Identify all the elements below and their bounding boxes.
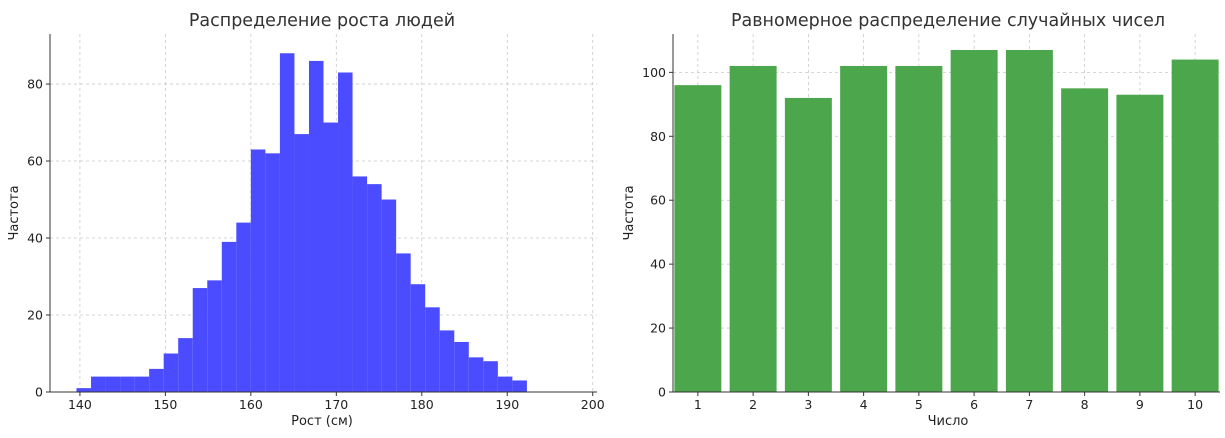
- y-axis-label: Частота: [7, 185, 22, 240]
- x-tick-label: 4: [860, 397, 868, 412]
- x-tick-label: 160: [239, 397, 263, 412]
- histogram-bar: [250, 149, 266, 392]
- y-tick-label: 60: [27, 154, 43, 169]
- histogram-bar: [294, 134, 309, 392]
- histogram-bar: [323, 122, 339, 393]
- histogram-bar: [221, 241, 237, 392]
- x-tick-label: 10: [1187, 397, 1203, 412]
- x-tick-label: 5: [915, 397, 923, 412]
- y-axis-label: Частота: [622, 185, 637, 240]
- y-tick-label: 0: [35, 385, 43, 400]
- x-tick-label: 190: [495, 397, 519, 412]
- x-tick-label: 9: [1136, 397, 1144, 412]
- x-tick-label: 7: [1025, 397, 1033, 412]
- axes: [672, 34, 1220, 393]
- histogram-bar: [134, 376, 150, 392]
- y-tick-label: 60: [650, 193, 666, 208]
- histogram-bar: [279, 53, 295, 392]
- histogram-bar: [381, 199, 397, 392]
- axes: [49, 34, 597, 393]
- uniform-distribution-panel: 1 2 3 4 5 6 7 8 9 10 0 20 40 60 80 100 Равномерное рас…: [622, 11, 1220, 429]
- y-ticks: 0 20 40 60 80: [27, 77, 50, 400]
- histogram-bar: [512, 380, 527, 392]
- y-tick-label: 100: [642, 65, 666, 80]
- bar: [840, 65, 888, 392]
- x-tick-label: 1: [694, 397, 702, 412]
- x-tick-label: 3: [804, 397, 812, 412]
- x-tick-label: 2: [749, 397, 757, 412]
- histogram-bar: [120, 376, 135, 392]
- bar: [1061, 88, 1109, 392]
- histogram-bar: [396, 253, 411, 392]
- y-tick-label: 20: [650, 321, 666, 336]
- x-tick-label: 180: [410, 397, 434, 412]
- y-tick-label: 40: [650, 257, 666, 272]
- x-ticks: 1 2 3 4 5 6 7 8 9 10: [694, 392, 1203, 412]
- histogram-bar: [497, 376, 513, 392]
- y-tick-label: 80: [27, 77, 43, 92]
- bar: [729, 65, 777, 392]
- x-ticks: 140 150 160 170 180 190 200: [68, 392, 605, 412]
- x-tick-label: 200: [581, 397, 605, 412]
- y-tick-label: 20: [27, 308, 43, 323]
- histogram-bar: [178, 338, 193, 392]
- bar: [1005, 49, 1053, 392]
- bar: [1116, 94, 1164, 392]
- histogram-bar: [91, 376, 106, 392]
- histogram-bar: [265, 153, 280, 392]
- histogram-bar: [163, 353, 179, 392]
- x-tick-label: 170: [324, 397, 348, 412]
- x-axis-label: Число: [928, 414, 969, 429]
- histogram-bar: [410, 284, 426, 392]
- bar: [895, 65, 943, 392]
- y-ticks: 0 20 40 60 80 100: [642, 65, 673, 400]
- histogram-bar: [367, 184, 382, 392]
- histogram-bar: [76, 388, 92, 392]
- histogram-bar: [352, 176, 368, 392]
- bars: [674, 49, 1219, 393]
- histogram-bars: [76, 53, 527, 393]
- x-tick-label: 8: [1081, 397, 1089, 412]
- histogram-bar: [207, 280, 222, 392]
- histogram-bar: [192, 288, 208, 392]
- histogram-bar: [105, 376, 121, 392]
- histogram-bar: [308, 60, 324, 393]
- bar: [674, 85, 722, 393]
- y-tick-label: 80: [650, 129, 666, 144]
- histogram-bar: [236, 222, 251, 392]
- x-tick-label: 140: [68, 397, 92, 412]
- histogram-bar: [425, 307, 440, 392]
- histogram-bar: [439, 330, 455, 392]
- histogram-bar: [468, 357, 484, 392]
- y-tick-label: 0: [658, 385, 666, 400]
- histogram-bar: [483, 361, 498, 392]
- x-tick-label: 150: [153, 397, 177, 412]
- histogram-bar: [149, 368, 164, 392]
- bar: [784, 97, 832, 392]
- histogram-bar: [338, 72, 353, 392]
- height-histogram-panel: 140 150 160 170 180 190 200 0 20 40 60 80 Распреде…: [7, 11, 605, 429]
- histogram-bar: [454, 341, 469, 392]
- y-tick-label: 40: [27, 231, 43, 246]
- chart-title: Распределение роста людей: [189, 11, 455, 31]
- bar: [950, 49, 998, 392]
- chart-title: Равномерное распределение случайных чисе…: [731, 11, 1165, 31]
- bar: [1171, 59, 1219, 392]
- x-tick-label: 6: [970, 397, 978, 412]
- x-axis-label: Рост (см): [291, 414, 353, 429]
